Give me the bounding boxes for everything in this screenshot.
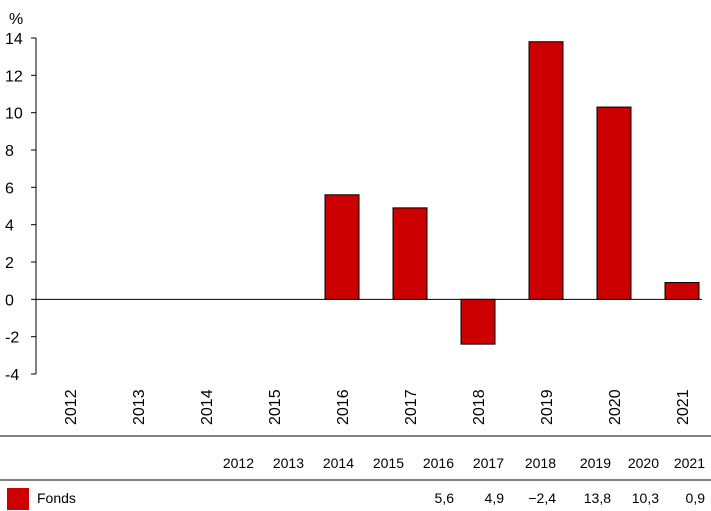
bar-2019 xyxy=(528,41,564,300)
y-unit-label: % xyxy=(9,11,23,28)
x-axis: 2012 2013 2014 2015 2016 2017 2018 2019 2020 2021 xyxy=(63,389,692,425)
x-tick-label: 2016 xyxy=(335,389,352,425)
x-tick-label: 2021 xyxy=(675,389,692,425)
y-tick-label: 8 xyxy=(5,143,14,160)
table-header-cell: 2013 xyxy=(273,455,304,471)
table-header-cell: 2012 xyxy=(223,455,254,471)
y-tick-label: 14 xyxy=(5,31,23,48)
y-tick-label: 0 xyxy=(5,292,14,309)
y-tick-label: 4 xyxy=(5,218,14,235)
table-value-cell: 5,6 xyxy=(435,490,455,506)
bars xyxy=(324,41,700,345)
bar-2016 xyxy=(324,194,360,300)
bar-2018 xyxy=(460,298,496,345)
table-header-cell: 2018 xyxy=(525,455,556,471)
y-tick-label: 2 xyxy=(5,255,14,272)
table-header-cell: 2014 xyxy=(323,455,354,471)
table-value-cell: 10,3 xyxy=(632,490,659,506)
data-table: 2012 2013 2014 2015 2016 2017 2018 2019 2020 2021… xyxy=(0,435,711,510)
y-tick-label: 10 xyxy=(5,106,23,123)
y-tick-label: -4 xyxy=(5,367,19,384)
table-header-cell: 2020 xyxy=(628,455,659,471)
x-tick-label: 2018 xyxy=(471,389,488,425)
x-tick-label: 2020 xyxy=(607,389,624,425)
y-tick-label: 6 xyxy=(5,180,14,197)
table-value-cell: 4,9 xyxy=(485,490,505,506)
table-value-cell: −2,4 xyxy=(528,490,556,506)
x-tick-label: 2019 xyxy=(539,389,556,425)
table-header-cell: 2017 xyxy=(473,455,504,471)
table-value-cell: 13,8 xyxy=(584,490,611,506)
table-value-cell: 0,9 xyxy=(686,490,706,506)
legend-label: Fonds xyxy=(37,490,76,506)
bar-2021 xyxy=(664,282,700,300)
y-tick-label: 12 xyxy=(5,68,23,85)
y-tick-label: -2 xyxy=(5,330,19,347)
x-tick-label: 2015 xyxy=(267,389,284,425)
x-tick-label: 2017 xyxy=(403,389,420,425)
y-axis: 14 12 10 8 6 4 2 0 -2 -4 xyxy=(5,31,702,384)
table-header-cell: 2016 xyxy=(423,455,454,471)
table-header-cell: 2015 xyxy=(373,455,404,471)
legend-swatch xyxy=(7,488,29,510)
bar-2020 xyxy=(596,106,632,300)
x-tick-label: 2013 xyxy=(131,389,148,425)
bar-2017 xyxy=(392,207,428,300)
table-header-cell: 2019 xyxy=(580,455,611,471)
x-tick-label: 2012 xyxy=(63,389,80,425)
table-header-cell: 2021 xyxy=(674,455,705,471)
x-tick-label: 2014 xyxy=(199,389,216,425)
